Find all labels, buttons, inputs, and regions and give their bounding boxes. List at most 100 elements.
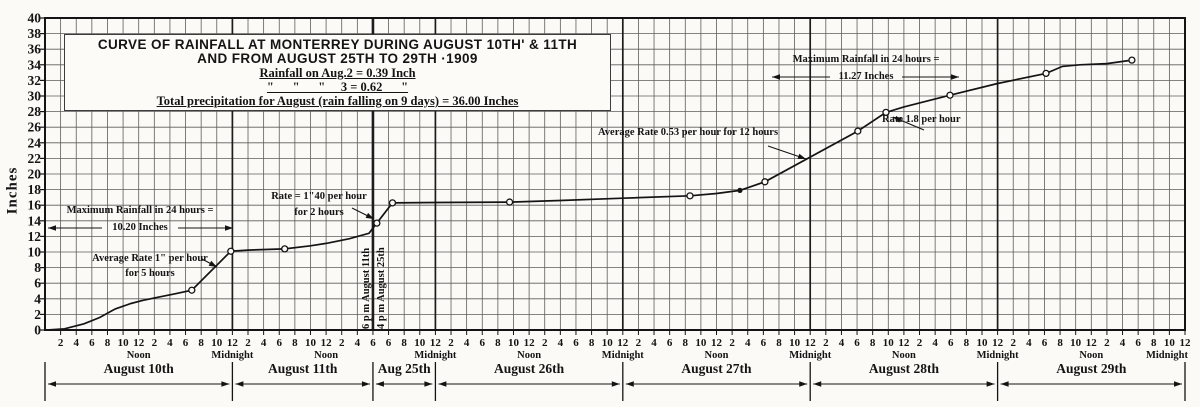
hour-tick-label: 12 xyxy=(992,337,1004,349)
annotation-line: Maximum Rainfall in 24 hours = xyxy=(792,54,940,65)
annotation-rate-18: Rate 1.8 per hour xyxy=(882,114,961,125)
annotation-max-rainfall-right: Maximum Rainfall in 24 hours = 11.27 Inc… xyxy=(784,51,948,85)
arrowhead xyxy=(221,381,230,387)
y-tick-label: 22 xyxy=(28,151,42,166)
hour-tick-label: 12 xyxy=(227,337,239,349)
data-point xyxy=(686,192,694,200)
note-rainfall-aug2: Rainfall on Aug.2 = 0.39 Inch xyxy=(259,66,416,80)
arrowhead xyxy=(1174,381,1182,387)
arrowhead xyxy=(48,381,56,387)
hour-tick-label: 10 xyxy=(789,337,801,349)
arrowhead xyxy=(951,74,959,80)
hour-tick-label: 4 xyxy=(745,337,751,349)
hour-tick-label: 6 xyxy=(1042,337,1048,349)
hour-tick-label: 2 xyxy=(823,337,829,349)
vertical-label-6pm-aug11: 6 p m August 11th xyxy=(361,247,372,329)
y-tick-label: 10 xyxy=(28,245,42,260)
hour-tick-label: 10 xyxy=(414,337,426,349)
vertical-label-4pm-aug25: 4 p m August 25th xyxy=(376,247,387,329)
y-tick-label: 32 xyxy=(28,73,42,88)
hour-tick-label: 4 xyxy=(839,337,845,349)
hour-tick-label: 6 xyxy=(183,337,189,349)
hour-tick-label: 12 xyxy=(133,337,145,349)
hour-tick-label: 6 xyxy=(1135,337,1141,349)
arrowhead xyxy=(625,381,634,387)
hour-tick-label: 12 xyxy=(898,337,910,349)
noon-label: Noon xyxy=(892,350,916,361)
y-tick-label: 40 xyxy=(28,11,42,26)
y-tick-label: 20 xyxy=(28,167,42,182)
arrowhead xyxy=(986,381,995,387)
hour-tick-label: 4 xyxy=(355,337,361,349)
chart-title-line1: CURVE OF RAINFALL AT MONTERREY DURING AU… xyxy=(97,37,578,52)
arrowhead xyxy=(797,153,806,160)
data-point xyxy=(854,127,862,135)
hour-tick-label: 12 xyxy=(1180,337,1192,349)
hour-tick-label: 10 xyxy=(976,337,988,349)
hour-tick-label: 6 xyxy=(480,337,486,349)
day-label: August 10th xyxy=(104,361,175,376)
y-tick-label: 26 xyxy=(28,120,42,135)
data-point xyxy=(388,199,397,207)
chart-title-line2: AND FROM AUGUST 25TH TO 29TH ·1909 xyxy=(197,51,478,66)
annotation-line: 10.20 Inches xyxy=(112,222,168,233)
arrowhead xyxy=(361,381,370,387)
day-label: August 11th xyxy=(268,361,338,376)
day-label: Aug 25th xyxy=(378,361,431,376)
hour-tick-label: 12 xyxy=(524,337,536,349)
data-point xyxy=(946,91,954,99)
hour-tick-label: 2 xyxy=(1104,337,1110,349)
arrowhead xyxy=(365,212,374,219)
y-tick-label: 8 xyxy=(34,260,41,275)
hour-tick-label: 8 xyxy=(1151,337,1157,349)
y-tick-label: 12 xyxy=(28,229,42,244)
hour-tick-label: 8 xyxy=(198,337,204,349)
hour-tick-label: 10 xyxy=(211,337,223,349)
hour-tick-label: 8 xyxy=(105,337,111,349)
hour-tick-label: 4 xyxy=(558,337,564,349)
hour-tick-label: 4 xyxy=(1026,337,1032,349)
hour-tick-label: 8 xyxy=(292,337,298,349)
hour-tick-label: 2 xyxy=(152,337,158,349)
hour-tick-label: 2 xyxy=(448,337,454,349)
y-tick-label: 18 xyxy=(28,182,42,197)
hour-tick-label: 10 xyxy=(1164,337,1176,349)
hour-tick-label: 4 xyxy=(932,337,938,349)
data-point xyxy=(1128,56,1136,64)
arrowhead xyxy=(225,225,233,231)
hour-tick-label: 6 xyxy=(667,337,673,349)
hour-tick-label: 6 xyxy=(761,337,767,349)
hour-tick-label: 2 xyxy=(245,337,251,349)
day-label: August 26th xyxy=(494,361,565,376)
annotation-line: Average Rate 1" per hour xyxy=(92,253,208,264)
noon-label: Noon xyxy=(517,350,541,361)
arrowhead xyxy=(611,381,620,387)
note-rainfall-aug3: " " " 3 = 0.62 " xyxy=(266,80,409,94)
hour-tick-label: 10 xyxy=(508,337,520,349)
arrowhead xyxy=(208,260,217,267)
noon-label: Noon xyxy=(1079,350,1103,361)
midnight-label: Midnight xyxy=(602,350,645,361)
y-tick-label: 6 xyxy=(34,276,41,291)
y-tick-label: 38 xyxy=(28,26,42,41)
hour-tick-label: 12 xyxy=(617,337,629,349)
hour-tick-label: 10 xyxy=(602,337,614,349)
y-tick-label: 16 xyxy=(28,198,42,213)
hour-tick-label: 2 xyxy=(636,337,642,349)
midnight-label: Midnight xyxy=(789,350,832,361)
day-label: August 29th xyxy=(1056,361,1127,376)
noon-label: Noon xyxy=(127,350,151,361)
annotation-line: Rate = 1"40 per hour xyxy=(271,191,367,202)
arrowhead xyxy=(893,117,902,123)
hour-tick-label: 8 xyxy=(683,337,689,349)
annotation-line: for 2 hours xyxy=(294,207,344,218)
hour-tick-label: 4 xyxy=(167,337,173,349)
hour-tick-label: 6 xyxy=(573,337,579,349)
y-tick-label: 36 xyxy=(28,42,42,57)
y-tick-label: 28 xyxy=(28,104,42,119)
hour-tick-label: 6 xyxy=(386,337,392,349)
arrowhead xyxy=(235,381,244,387)
annotation-line: 11.27 Inches xyxy=(838,71,894,82)
hour-tick-label: 2 xyxy=(542,337,548,349)
